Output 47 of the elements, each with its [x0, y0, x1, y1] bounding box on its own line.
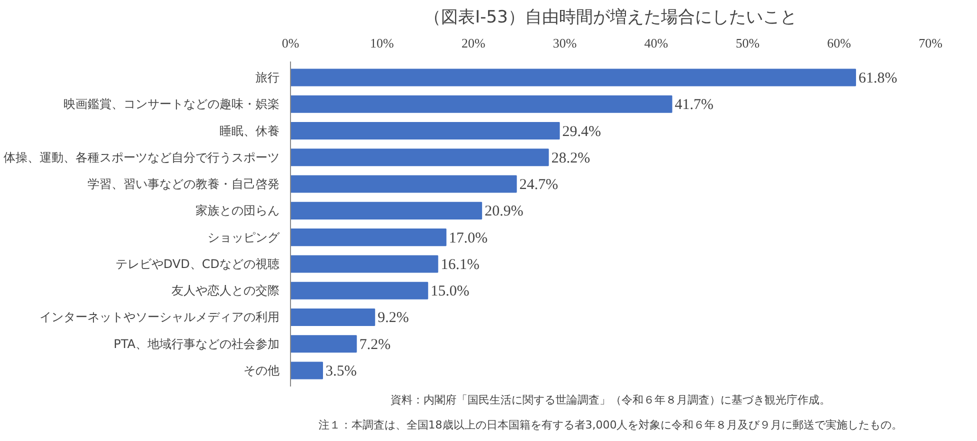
y-tick-label: 睡眠、休養	[220, 124, 280, 138]
x-tick-label: 0%	[282, 36, 300, 50]
text: 注１：本調査は、全国18歳以上の日本国籍を有する者3,000人を対象に令和６年８月及び９月に郵送で実施したもの。	[318, 418, 903, 432]
data-label: 29.4%	[562, 124, 602, 140]
bar	[290, 122, 560, 140]
x-tick-label: 40%	[644, 36, 668, 50]
bar	[290, 68, 856, 86]
bar	[290, 362, 323, 380]
data-label: 3.5%	[326, 364, 357, 380]
data-label: 61.8%	[858, 70, 898, 86]
y-tick-label: 映画鑑賞、コンサートなどの趣味・娯楽	[64, 97, 280, 112]
data-label: 24.7%	[519, 177, 558, 194]
data-label: 17.0%	[448, 230, 488, 246]
x-tick-label: 70%	[918, 36, 943, 50]
y-tick-label: その他	[244, 364, 280, 378]
y-tick-label: 学習、習い事などの教養・自己啓発	[88, 177, 280, 192]
y-tick-label: PTA、地域行事などの社会参加	[114, 336, 280, 351]
chart-title: （図表Ⅰ-53）自由時間が増えた場合にしたいこと	[424, 8, 797, 28]
bar	[290, 282, 428, 300]
data-label: 20.9%	[484, 204, 524, 220]
y-tick-label: テレビやDVD、CDなどの視聴	[115, 256, 280, 271]
bar	[290, 335, 357, 353]
data-label: 28.2%	[551, 150, 590, 166]
text: 資料：内閣府「国民生活に関する世論調査」（令和６年８月調査）に基づき観光庁作成。	[390, 394, 830, 406]
bar	[290, 95, 672, 113]
x-tick-label: 20%	[461, 36, 486, 50]
x-tick-label: 50%	[736, 36, 760, 50]
data-label: 7.2%	[359, 336, 391, 353]
data-label: 15.0%	[430, 284, 470, 300]
x-tick-label: 60%	[827, 36, 852, 50]
data-label: 16.1%	[440, 256, 480, 273]
y-tick-label: 友人や恋人との交際	[172, 284, 280, 298]
data-label: 41.7%	[674, 97, 714, 114]
data-label: 9.2%	[378, 310, 409, 326]
y-tick-label: 体操、運動、各種スポーツなど自分で行うスポーツ	[4, 150, 280, 164]
bar	[290, 202, 482, 220]
y-tick-label: ショッピング	[208, 230, 280, 244]
x-tick-label: 30%	[552, 36, 577, 50]
bar	[290, 228, 446, 246]
bar	[290, 148, 549, 166]
bar	[290, 255, 438, 273]
y-tick-label: 家族との団らん	[196, 204, 280, 218]
bar	[290, 175, 517, 193]
y-tick-label: インターネットやソーシャルメディアの利用	[40, 310, 280, 324]
bar	[290, 308, 376, 326]
y-tick-label: 旅行	[256, 70, 280, 84]
x-tick-label: 10%	[370, 36, 394, 50]
